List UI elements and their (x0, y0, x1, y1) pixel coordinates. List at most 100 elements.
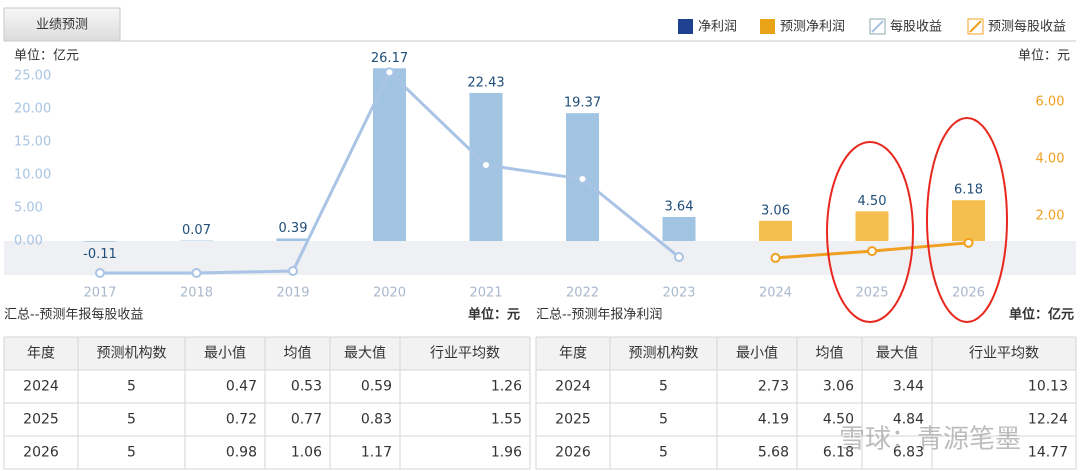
table-cell: 2026 (555, 445, 591, 461)
data-label: 0.39 (279, 221, 308, 236)
unit-label: 单位：亿元 (14, 49, 79, 64)
table-title: 汇总--预测年报每股收益 (4, 307, 143, 323)
bar (759, 220, 792, 242)
table-cell: 1.26 (491, 379, 522, 395)
y-tick-label: 15.00 (14, 135, 51, 150)
y2-tick-label: 2.00 (1036, 209, 1065, 224)
table-header-cell: 均值 (284, 346, 312, 362)
table-cell: 6.18 (823, 445, 854, 461)
legend-label: 每股收益 (890, 19, 942, 35)
data-label: 3.06 (761, 203, 790, 218)
x-tick-label: 2023 (662, 286, 695, 301)
y-tick-label: 0.00 (14, 234, 43, 249)
point (770, 252, 781, 263)
table-cell: 2026 (23, 445, 59, 461)
legend-swatch (678, 19, 693, 34)
x-tick-label: 2026 (952, 286, 985, 301)
legend-label: 预测净利润 (780, 20, 845, 35)
plot-area (4, 44, 1076, 275)
point (288, 266, 298, 277)
table-cell: 0.47 (226, 379, 257, 395)
data-label: 0.07 (182, 223, 211, 238)
table-header-cell: 行业平均数 (969, 346, 1039, 362)
table-header-cell: 年度 (27, 346, 55, 362)
highlight-ellipse (926, 117, 1008, 323)
table-title: 汇总--预测年报净利润 (536, 308, 662, 323)
table-cell: 0.59 (361, 379, 392, 395)
table-cell: 2025 (555, 412, 591, 428)
unit-label: 单位：元 (1018, 49, 1070, 64)
y-tick-label: 10.00 (14, 168, 51, 183)
table-cell: 2024 (23, 379, 59, 395)
table-cell: 1.96 (491, 445, 522, 461)
data-label: 6.18 (954, 183, 983, 198)
data-label: 22.43 (467, 75, 504, 90)
bar (276, 238, 310, 242)
table-cell: 5.68 (758, 445, 789, 461)
x-tick-label: 2017 (83, 286, 116, 301)
bar (952, 200, 985, 242)
table-cell: 2.73 (758, 379, 789, 395)
data-label: -0.11 (83, 247, 117, 262)
chart: 单位：亿元 单位：元 0.00 5.00 10.00 15.00 20.00 25.00 2.0… (4, 18, 1076, 301)
table-cell: 0.98 (226, 445, 257, 461)
table-cell: 3.06 (823, 379, 854, 395)
tab[interactable] (3, 7, 121, 42)
table-cell: 0.83 (361, 412, 392, 428)
tab-label: 业绩预测 (36, 18, 88, 33)
legend-swatch (760, 19, 775, 34)
x-tick-label: 2024 (759, 286, 792, 301)
x-tick-label: 2018 (180, 286, 213, 301)
bar (83, 241, 117, 242)
table-cell: 3.44 (893, 379, 924, 395)
y-tick-label: 25.00 (14, 69, 51, 84)
table-header-cell: 最小值 (204, 346, 246, 362)
data-label: 19.37 (564, 96, 601, 111)
table-header-cell: 预测机构数 (97, 346, 167, 362)
table-header-bg (4, 337, 530, 370)
point (963, 237, 974, 248)
point (384, 67, 395, 78)
data-label: 4.50 (858, 194, 887, 209)
bar (855, 211, 889, 242)
table-header-cell: 预测机构数 (629, 346, 699, 362)
legend-swatch-line (871, 20, 884, 33)
table-cell: 4.50 (823, 412, 854, 428)
table-unit: 单位：元 (468, 307, 520, 323)
y2-tick-label: 6.00 (1036, 95, 1065, 110)
x-tick-label: 2021 (469, 286, 502, 301)
table-cell: 0.77 (291, 412, 322, 428)
table-cell: 1.55 (491, 412, 522, 428)
table-unit: 单位：亿元 (1009, 307, 1074, 323)
table-cell: 0.72 (226, 412, 257, 428)
table-cell: 2024 (555, 379, 591, 395)
table-cell: 6.83 (893, 445, 924, 461)
x-tick-label: 2019 (276, 286, 309, 301)
x-tick-label: 2020 (373, 286, 406, 301)
table-cell: 4.19 (758, 412, 789, 428)
table-header-cell: 均值 (816, 346, 844, 362)
legend-label: 净利润 (698, 20, 737, 35)
tables: 汇总--预测年报每股收益 单位：元年度 预测机构数 最小值 均值 最大值 行业平均数 2024… (3, 307, 1077, 470)
data-label: 3.64 (665, 199, 694, 214)
table-cell: 5 (127, 379, 136, 395)
table-cell: 4.84 (893, 412, 924, 428)
table-header-bg (536, 337, 1076, 370)
data-label: 26.17 (371, 51, 408, 66)
watermark: 雪球：青源笔墨 (839, 425, 1021, 455)
point (481, 160, 491, 171)
table-cell: 14.77 (1028, 445, 1068, 461)
legend-swatch-line (969, 20, 982, 33)
highlight-ellipse (826, 141, 914, 323)
table-cell: 0.53 (291, 379, 322, 395)
table-cell: 5 (127, 412, 136, 428)
y2-tick-label: 4.00 (1036, 152, 1065, 167)
table-cell: 2025 (23, 412, 59, 428)
point (674, 252, 684, 263)
legend-label: 预测每股收益 (988, 19, 1066, 35)
table-cell: 5 (659, 445, 668, 461)
y-tick-label: 20.00 (14, 102, 51, 117)
point (95, 268, 105, 279)
table-header-cell: 行业平均数 (430, 346, 500, 362)
